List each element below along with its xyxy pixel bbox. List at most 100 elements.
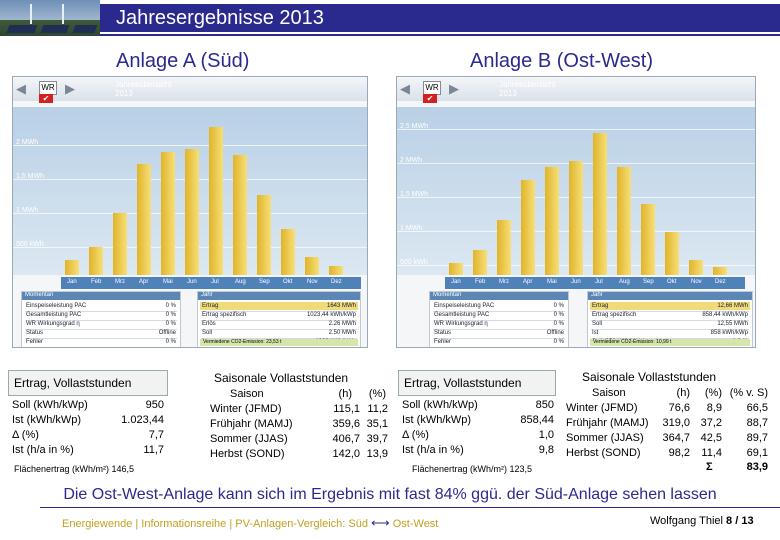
panel-row-value: 2.26 MWh: [328, 321, 356, 327]
season-percent-of-south: 89,7: [746, 432, 768, 444]
month-bar: [497, 220, 511, 275]
screen-year: 2013: [499, 89, 517, 98]
anlage-a-screenshot: ◀ WR 1 ✔ ▶ Jahresübersicht 2013 2 MWh 1,…: [12, 76, 368, 348]
month-bar: [185, 149, 199, 275]
month-bar: [689, 260, 703, 275]
season-name: Herbst (SOND): [566, 447, 641, 459]
panel-row-value: 12,66 MWh: [717, 303, 748, 309]
season-percent: 13,9: [366, 448, 388, 460]
month-label: Okt: [667, 279, 677, 285]
panel-row-value: 858,44 kWh/kWp: [702, 312, 748, 318]
month-bar: [233, 155, 247, 275]
season-hours: 98,2: [668, 447, 690, 459]
panel-row-divider: [433, 311, 565, 312]
back-arrow-icon[interactable]: ◀: [16, 81, 26, 96]
season-percent: 8,9: [706, 402, 722, 414]
season-name: Winter (JFMD): [210, 403, 282, 415]
panel-row-divider: [433, 338, 565, 339]
panel-row-value: 1643 MWh: [326, 303, 356, 309]
month-bar: [89, 247, 103, 275]
panel-row-label: Gesamtleistung PAC: [26, 312, 82, 318]
chart-area: 2,5 MWh 2 MWh 1,5 MWh 1 MWh 500 kWh: [397, 107, 755, 275]
stat-label: Ist (kWh/kWp): [402, 414, 472, 426]
back-arrow-icon[interactable]: ◀: [400, 81, 410, 96]
month-bar: [449, 263, 463, 275]
stat-label: Soll (kWh/kWp): [402, 399, 478, 411]
month-label: Okt: [283, 279, 293, 285]
page-title: Jahresergebnisse 2013: [116, 7, 324, 29]
season-hours: 364,7: [662, 432, 690, 444]
panel-row-divider: [201, 320, 357, 321]
season-name: Sommer (JJAS): [210, 433, 288, 445]
panel-row-value: 0 %: [165, 312, 176, 318]
header-divider: [100, 34, 780, 36]
year-yield-highlight: [590, 302, 750, 310]
screen-toolbar: ◀ WR 1 ✔ ▶ Jahresübersicht 2013: [13, 77, 367, 104]
panel-row-divider: [591, 329, 749, 330]
forward-arrow-icon[interactable]: ▶: [65, 81, 75, 96]
season-percent: 35,1: [366, 418, 388, 430]
panel-row-value: 0 %: [553, 321, 564, 327]
screen-year: 2013: [115, 89, 133, 98]
month-bar: [65, 260, 79, 275]
month-label: Aug: [235, 279, 246, 285]
page-number: 8 / 13: [726, 515, 754, 527]
solar-panel-icon: [40, 25, 70, 33]
y-tick: 500 kWh: [16, 241, 44, 248]
inverter-selector[interactable]: WR 1: [39, 81, 57, 104]
panel-row-label: WR Wirkungsgrad η: [26, 321, 80, 327]
author: Wolfgang Thiel: [650, 515, 723, 527]
conclusion-text: Die Ost-West-Anlage kann sich im Ergebni…: [63, 486, 717, 503]
stat-value: 11,7: [143, 444, 164, 456]
month-bar: [641, 204, 655, 275]
panel-row-divider: [591, 311, 749, 312]
anlage-a-stats-title: Ertrag, Vollaststunden: [14, 376, 132, 390]
season-header: (% v. S): [729, 387, 768, 399]
header-bar: Jahresergebnisse 2013: [0, 0, 780, 40]
month-bar: [569, 161, 583, 275]
season-hours: 76,6: [668, 402, 690, 414]
screen-title: Jahresübersicht: [115, 80, 172, 89]
panel-row-divider: [591, 347, 749, 348]
anlage-b-season-title: Saisonale Vollaststunden: [582, 370, 717, 384]
season-name: Frühjahr (MAMJ): [210, 418, 293, 430]
season-header: (%): [704, 387, 722, 399]
month-label: Mrz: [499, 279, 509, 285]
month-label: Apr: [523, 279, 533, 285]
panel-row-value: 0 %: [553, 339, 564, 345]
panel-row-divider: [433, 320, 565, 321]
co2-footer: Vermiedene CO2-Emission: 23,53 t: [200, 339, 358, 346]
screen-title: Jahresübersicht: [499, 80, 556, 89]
current-panel: Momentan Einspeiseleistung PAC 0 % Gesamtl…: [429, 291, 569, 347]
season-header: (%): [368, 388, 386, 400]
month-label: Jan: [67, 279, 77, 285]
forward-arrow-icon[interactable]: ▶: [449, 81, 459, 96]
co2-footer: Vermiedene CO2-Emission: 10,99 t: [590, 339, 750, 346]
double-arrow-icon: ⟷: [371, 515, 390, 530]
anlage-b-flaechenertrag: Flächenertrag (kWh/m²) 123,5: [412, 464, 533, 474]
month-label: Dez: [715, 279, 726, 285]
month-bar: [113, 213, 127, 275]
anlage-b-heading: Anlage B (Ost-West): [470, 50, 654, 72]
season-name: Herbst (SOND): [210, 448, 285, 460]
panel-row-divider: [201, 329, 357, 330]
month-label: Jul: [211, 279, 219, 285]
season-percent: 11,4: [701, 447, 722, 459]
anlage-a-heading: Anlage A (Süd): [116, 50, 250, 72]
season-percent-of-south: 88,7: [746, 417, 768, 429]
panel-row-divider: [591, 320, 749, 321]
sigma-symbol: Σ: [706, 461, 713, 473]
season-percent-of-south: 66,5: [746, 402, 768, 414]
y-tick: 2,5 MWh: [400, 123, 429, 130]
inverter-selector[interactable]: WR 1: [423, 81, 441, 104]
month-label: Aug: [619, 279, 630, 285]
year-yield-highlight: [200, 302, 358, 310]
stat-value: 950: [145, 399, 164, 411]
panel-row-value: 12,55 MWh: [717, 321, 748, 327]
check-icon: ✔: [423, 94, 437, 103]
y-tick: 1,5 MWh: [16, 173, 45, 180]
panel-row-label: Fehler: [26, 339, 44, 345]
current-panel-header: Momentan: [22, 292, 180, 300]
windmill-icon: [30, 4, 32, 24]
stat-label: Soll (kWh/kWp): [12, 399, 88, 411]
